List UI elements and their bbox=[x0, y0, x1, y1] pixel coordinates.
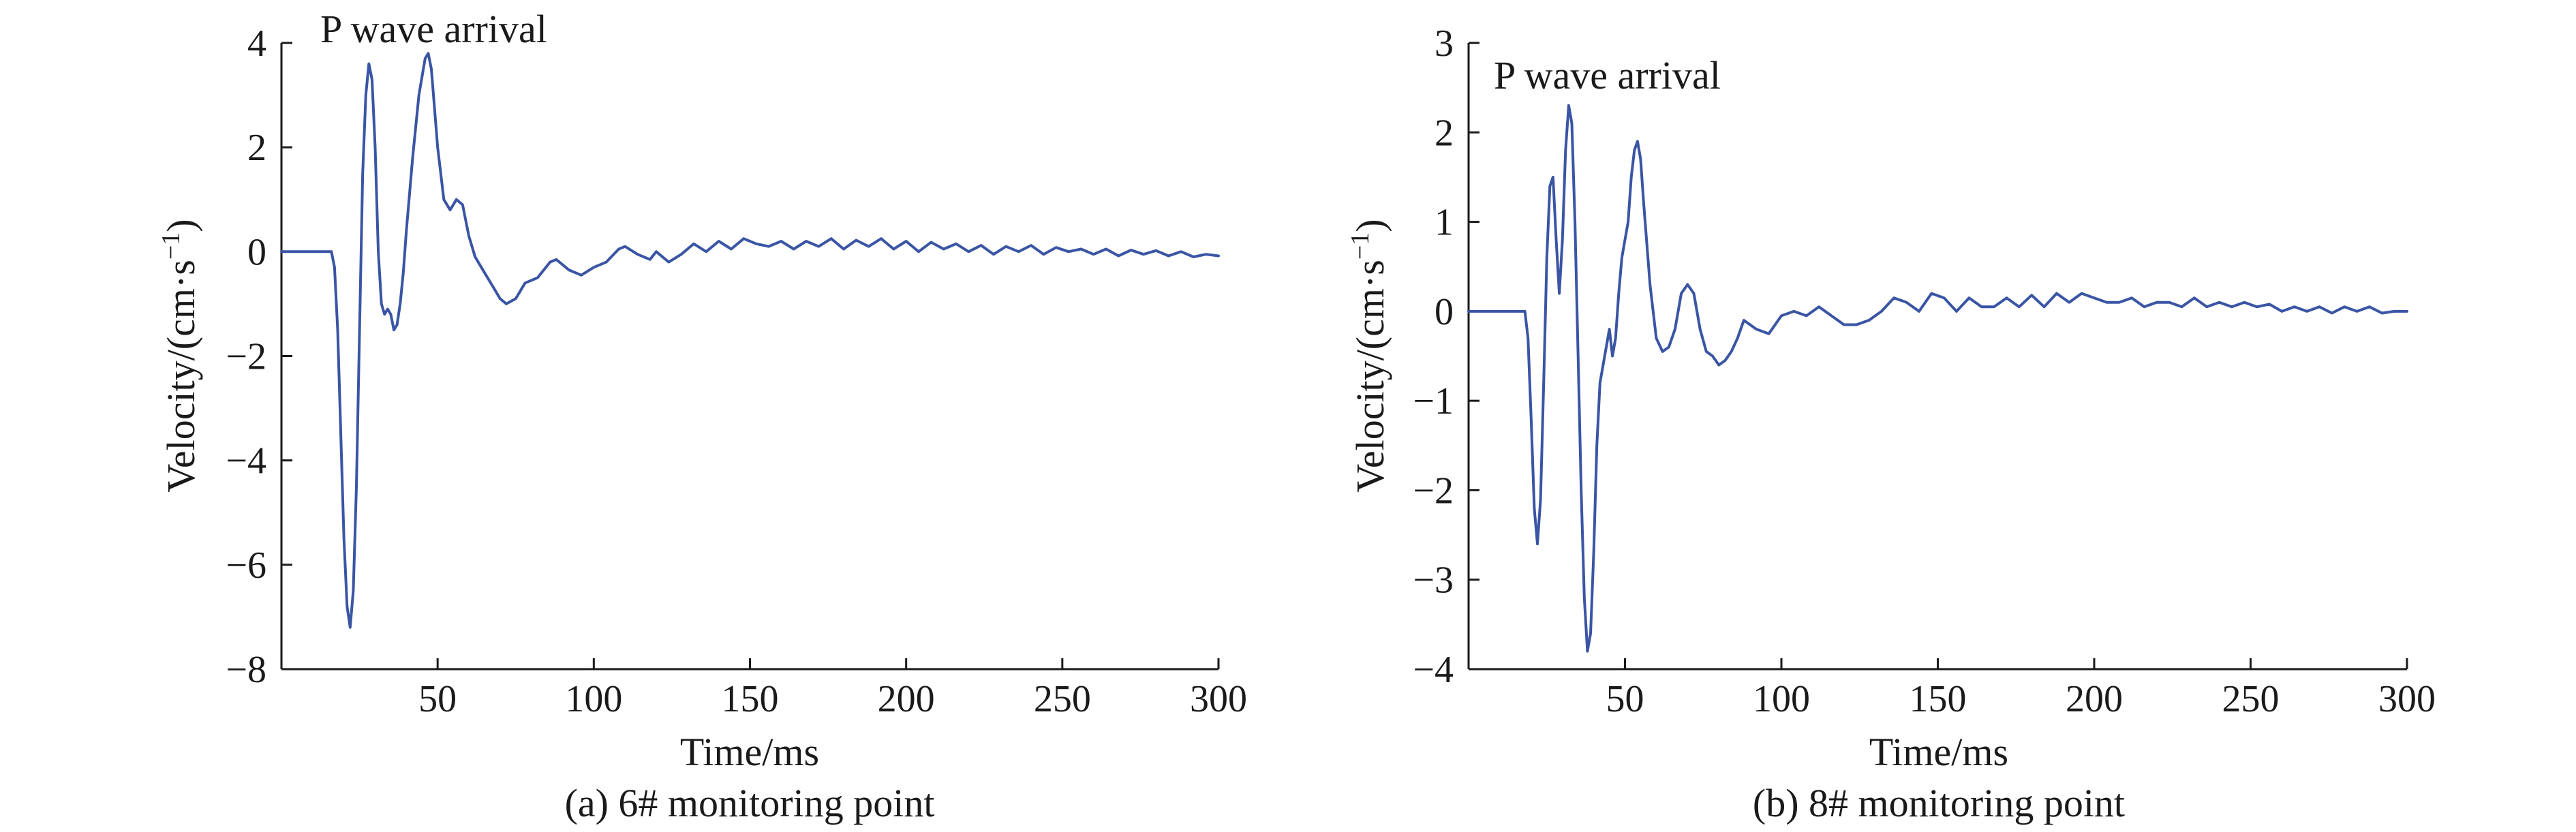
y-tick-label: 3 bbox=[1435, 22, 1454, 65]
y-tick-labels: −4 −3 −2 −1 0 1 2 3 bbox=[1413, 22, 1454, 691]
y-tick-label: −8 bbox=[226, 649, 266, 691]
y-tick-label: −2 bbox=[226, 336, 266, 378]
x-tick-label: 200 bbox=[878, 678, 935, 720]
y-tick-label: −3 bbox=[1413, 559, 1454, 602]
x-tick-label: 150 bbox=[722, 678, 779, 720]
y-tick-label: 4 bbox=[247, 22, 266, 65]
panel-caption: (b) 8# monitoring point bbox=[1753, 781, 2125, 825]
p-wave-annotation: P wave arrival bbox=[1494, 53, 1721, 97]
y-tick-label: 2 bbox=[247, 127, 266, 169]
x-tick-label: 200 bbox=[2066, 678, 2123, 720]
x-tick-label: 100 bbox=[565, 678, 622, 720]
y-axis-title: Velocity/(cm·s−1) bbox=[157, 219, 203, 492]
y-tick-label: −2 bbox=[1413, 469, 1454, 512]
y-tick-labels: −8 −6 −4 −2 0 2 4 bbox=[226, 22, 266, 691]
x-tick-labels: 50 100 150 200 250 300 bbox=[1606, 678, 2436, 720]
y-tick-label: −4 bbox=[226, 440, 266, 482]
y-tick-label: 2 bbox=[1435, 112, 1454, 154]
x-tick-label: 300 bbox=[2378, 678, 2436, 720]
y-tick-label: −1 bbox=[1413, 380, 1454, 422]
x-axis-title: Time/ms bbox=[680, 730, 819, 774]
x-tick-label: 300 bbox=[1190, 678, 1247, 720]
x-tick-label: 100 bbox=[1753, 678, 1810, 720]
chart-panel-6: P wave arrival −8 −6 −4 −2 0 2 4 50 100 150 200 25… bbox=[157, 7, 1247, 825]
y-axis-title: Velocity/(cm·s−1) bbox=[1346, 219, 1392, 492]
velocity-trace bbox=[1467, 104, 2408, 653]
x-tick-label: 250 bbox=[1034, 678, 1091, 720]
y-tick-label: 0 bbox=[1435, 291, 1454, 333]
x-tick-label: 150 bbox=[1910, 678, 1967, 720]
axis-ticks bbox=[281, 42, 1220, 671]
panel-caption: (a) 6# monitoring point bbox=[565, 781, 935, 825]
chart-panel-8: P wave arrival −4 −3 −2 −1 0 1 2 3 50 100 150 200 2… bbox=[1346, 22, 2436, 825]
x-tick-label: 50 bbox=[418, 678, 457, 720]
velocity-trace bbox=[280, 52, 1220, 629]
axis-ticks bbox=[1469, 42, 2408, 671]
y-tick-label: 1 bbox=[1435, 202, 1454, 244]
y-tick-label: −4 bbox=[1413, 649, 1454, 691]
p-wave-annotation: P wave arrival bbox=[320, 7, 547, 51]
x-axis-title: Time/ms bbox=[1869, 730, 2008, 774]
x-tick-label: 50 bbox=[1606, 678, 1644, 720]
y-tick-label: 0 bbox=[247, 231, 266, 273]
y-tick-label: −6 bbox=[226, 544, 266, 587]
x-tick-labels: 50 100 150 200 250 300 bbox=[418, 678, 1247, 720]
x-tick-label: 250 bbox=[2222, 678, 2280, 720]
